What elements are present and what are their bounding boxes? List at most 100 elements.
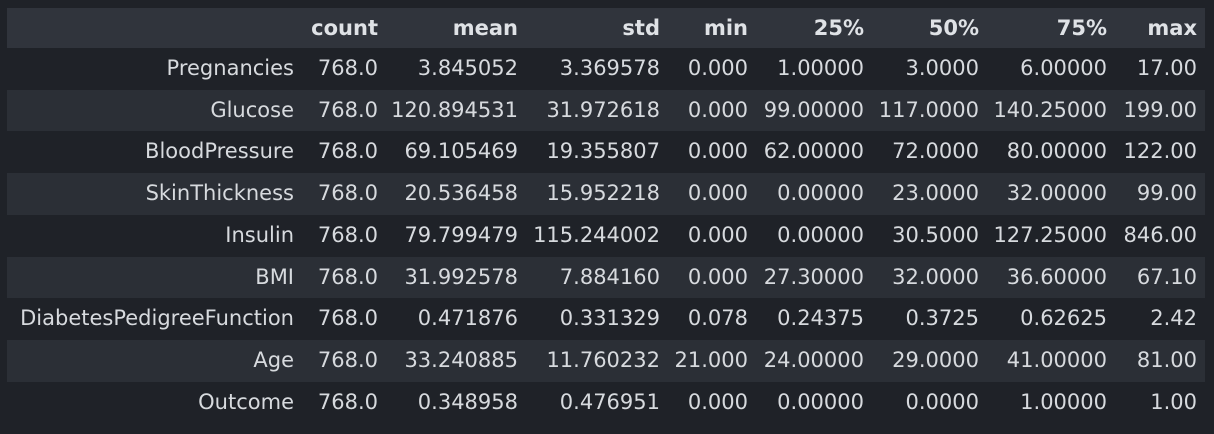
row-label: BloodPressure xyxy=(7,131,302,174)
table-cell: 768.0 xyxy=(302,214,386,257)
column-header: min xyxy=(668,8,756,48)
table-cell: 7.884160 xyxy=(526,256,668,299)
table-cell: 32.0000 xyxy=(872,256,987,299)
table-cell: 1.00 xyxy=(1115,381,1205,424)
table-cell: 0.471876 xyxy=(386,298,526,340)
table-cell: 0.000 xyxy=(668,256,756,299)
table-row: DiabetesPedigreeFunction 768.0 0.471876 0.3… xyxy=(7,298,1205,340)
table-cell: 768.0 xyxy=(302,48,386,90)
table-cell: 62.00000 xyxy=(756,131,872,174)
table-row: BloodPressure 768.0 69.105469 19.355807 0.00… xyxy=(7,131,1205,174)
table-cell: 846.00 xyxy=(1115,214,1205,257)
table-cell: 0.24375 xyxy=(756,298,872,340)
describe-table: count mean std min 25% 50% 75% max Pregnancies 7… xyxy=(7,8,1205,424)
table-row: Outcome 768.0 0.348958 0.476951 0.000 0.00000… xyxy=(7,381,1205,424)
header-row: count mean std min 25% 50% 75% max xyxy=(7,8,1205,48)
row-label: Age xyxy=(7,339,302,382)
table-row: Glucose 768.0 120.894531 31.972618 0.000 99.0… xyxy=(7,89,1205,132)
table-cell: 6.00000 xyxy=(987,48,1115,90)
table-cell: 11.760232 xyxy=(526,339,668,382)
table-cell: 20.536458 xyxy=(386,173,526,215)
table-cell: 69.105469 xyxy=(386,131,526,174)
table-cell: 19.355807 xyxy=(526,131,668,174)
row-label: Glucose xyxy=(7,89,302,132)
table-cell: 23.0000 xyxy=(872,173,987,215)
table-cell: 81.00 xyxy=(1115,339,1205,382)
table-cell: 0.00000 xyxy=(756,381,872,424)
row-label: Outcome xyxy=(7,381,302,424)
table-cell: 122.00 xyxy=(1115,131,1205,174)
table-cell: 67.10 xyxy=(1115,256,1205,299)
table-cell: 0.000 xyxy=(668,48,756,90)
table-cell: 768.0 xyxy=(302,381,386,424)
table-cell: 29.0000 xyxy=(872,339,987,382)
table-body: Pregnancies 768.0 3.845052 3.369578 0.000 1.0… xyxy=(7,48,1205,424)
table-cell: 0.0000 xyxy=(872,381,987,424)
row-label: Pregnancies xyxy=(7,48,302,90)
row-label: DiabetesPedigreeFunction xyxy=(7,298,302,340)
table-cell: 3.369578 xyxy=(526,48,668,90)
table-row: Pregnancies 768.0 3.845052 3.369578 0.000 1.0… xyxy=(7,48,1205,90)
row-label: SkinThickness xyxy=(7,173,302,215)
table-row: SkinThickness 768.0 20.536458 15.952218 0.00… xyxy=(7,173,1205,215)
table-cell: 1.00000 xyxy=(987,381,1115,424)
table-cell: 32.00000 xyxy=(987,173,1115,215)
table-row: Age 768.0 33.240885 11.760232 21.000 24.00000… xyxy=(7,339,1205,382)
table-cell: 199.00 xyxy=(1115,89,1205,132)
column-header: 75% xyxy=(987,8,1115,48)
table-cell: 115.244002 xyxy=(526,214,668,257)
column-header: std xyxy=(526,8,668,48)
table-cell: 0.62625 xyxy=(987,298,1115,340)
table-cell: 21.000 xyxy=(668,339,756,382)
table-cell: 80.00000 xyxy=(987,131,1115,174)
table-cell: 2.42 xyxy=(1115,298,1205,340)
table-cell: 24.00000 xyxy=(756,339,872,382)
table-cell: 768.0 xyxy=(302,131,386,174)
table-cell: 1.00000 xyxy=(756,48,872,90)
table-cell: 3.0000 xyxy=(872,48,987,90)
table-cell: 3.845052 xyxy=(386,48,526,90)
column-header: max xyxy=(1115,8,1205,48)
table-cell: 0.331329 xyxy=(526,298,668,340)
table-cell: 99.00000 xyxy=(756,89,872,132)
table-cell: 0.00000 xyxy=(756,173,872,215)
table-row: Insulin 768.0 79.799479 115.244002 0.000 0.00… xyxy=(7,214,1205,257)
row-label: BMI xyxy=(7,256,302,299)
table-cell: 768.0 xyxy=(302,89,386,132)
table-cell: 0.00000 xyxy=(756,214,872,257)
table-header: count mean std min 25% 50% 75% max xyxy=(7,8,1205,48)
column-header: 50% xyxy=(872,8,987,48)
table-cell: 768.0 xyxy=(302,339,386,382)
table-cell: 768.0 xyxy=(302,298,386,340)
table-cell: 0.3725 xyxy=(872,298,987,340)
table-cell: 99.00 xyxy=(1115,173,1205,215)
column-header: count xyxy=(302,8,386,48)
table-cell: 0.348958 xyxy=(386,381,526,424)
table-cell: 140.25000 xyxy=(987,89,1115,132)
table-cell: 0.000 xyxy=(668,131,756,174)
table-cell: 72.0000 xyxy=(872,131,987,174)
column-header: mean xyxy=(386,8,526,48)
table-cell: 120.894531 xyxy=(386,89,526,132)
table-cell: 768.0 xyxy=(302,173,386,215)
table-cell: 33.240885 xyxy=(386,339,526,382)
table-cell: 0.078 xyxy=(668,298,756,340)
table-cell: 15.952218 xyxy=(526,173,668,215)
table-cell: 30.5000 xyxy=(872,214,987,257)
table-cell: 0.476951 xyxy=(526,381,668,424)
table-cell: 27.30000 xyxy=(756,256,872,299)
table-cell: 768.0 xyxy=(302,256,386,299)
table-cell: 117.0000 xyxy=(872,89,987,132)
table-row: BMI 768.0 31.992578 7.884160 0.000 27.30000 32… xyxy=(7,256,1205,299)
table-cell: 36.60000 xyxy=(987,256,1115,299)
index-header xyxy=(7,8,302,48)
table-cell: 31.992578 xyxy=(386,256,526,299)
table-cell: 31.972618 xyxy=(526,89,668,132)
table-cell: 127.25000 xyxy=(987,214,1115,257)
table-cell: 0.000 xyxy=(668,89,756,132)
table-cell: 0.000 xyxy=(668,381,756,424)
table-cell: 0.000 xyxy=(668,214,756,257)
column-header: 25% xyxy=(756,8,872,48)
table-cell: 17.00 xyxy=(1115,48,1205,90)
